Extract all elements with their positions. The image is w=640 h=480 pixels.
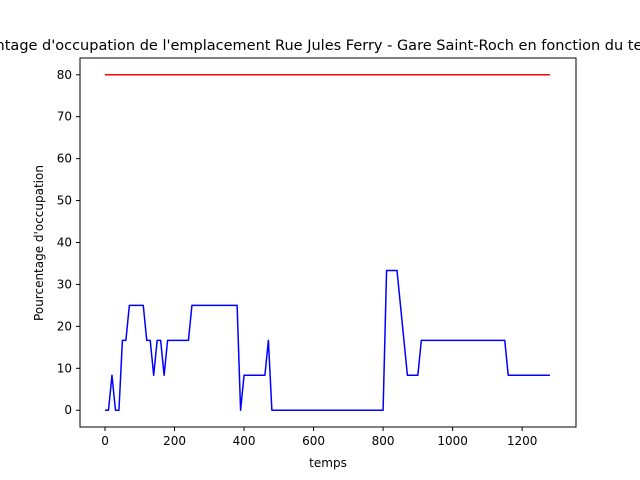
series-layer: [105, 74, 550, 411]
y-axis-label: Pourcentage d'occupation: [32, 165, 46, 321]
y-tick-label: 40: [57, 236, 72, 250]
y-tick-label: 80: [57, 68, 72, 82]
y-axis: 0 10 20 30 40 50 60 70 80: [57, 68, 80, 417]
y-tick-label: 10: [57, 361, 72, 375]
x-tick-label: 800: [372, 434, 395, 448]
x-tick-label: 600: [302, 434, 325, 448]
occupation-series-line: [105, 269, 550, 411]
y-tick-label: 20: [57, 319, 72, 333]
y-tick-label: 0: [64, 403, 72, 417]
y-tick-label: 70: [57, 110, 72, 124]
y-tick-label: 50: [57, 194, 72, 208]
y-tick-label: 60: [57, 152, 72, 166]
x-tick-label: 0: [101, 434, 109, 448]
x-axis: 0 200 400 600 800 1000 1200: [101, 427, 537, 448]
x-tick-label: 1000: [437, 434, 468, 448]
x-axis-label: temps: [309, 456, 347, 470]
x-tick-label: 400: [233, 434, 256, 448]
y-tick-label: 30: [57, 277, 72, 291]
x-tick-label: 200: [163, 434, 186, 448]
x-tick-label: 1200: [507, 434, 538, 448]
chart-title: Pourcentage d'occupation de l'emplacemen…: [0, 38, 640, 54]
